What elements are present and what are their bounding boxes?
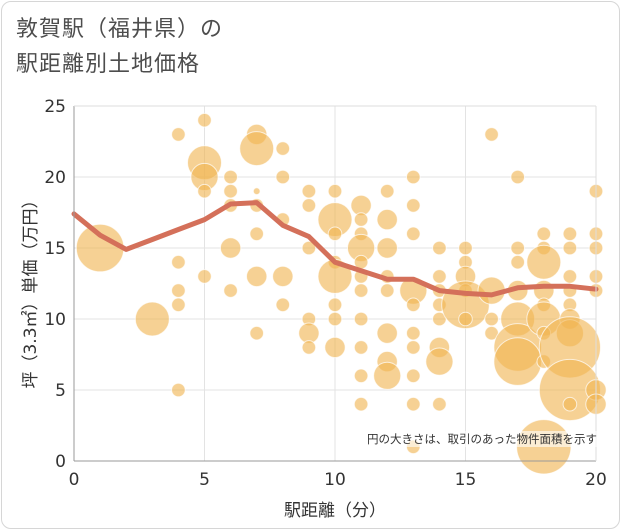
data-bubble (223, 183, 238, 199)
data-bubble (562, 226, 578, 242)
data-bubble (484, 311, 499, 327)
data-bubble (562, 269, 578, 284)
data-bubble (252, 187, 261, 196)
tick-labels: 0 5 10 15 20 0 5 10 15 20 25 (44, 97, 606, 490)
data-bubble (239, 131, 275, 167)
bubble-layer (75, 112, 607, 475)
data-bubble (197, 269, 212, 284)
data-bubble (376, 208, 398, 231)
data-bubble (373, 361, 402, 390)
data-bubble (458, 311, 473, 327)
bubble-size-note: 円の大きさは、取引のあった物件面積を示す (367, 431, 597, 447)
data-bubble (406, 325, 421, 341)
data-bubble (301, 198, 317, 213)
x-tick-label: 10 (324, 470, 346, 490)
data-bubble (432, 269, 447, 284)
data-bubble (526, 244, 562, 280)
data-bubble (353, 311, 369, 327)
data-bubble (223, 169, 238, 185)
data-bubble (171, 127, 186, 142)
axes (73, 105, 597, 462)
data-bubble (510, 254, 526, 270)
data-bubble (536, 226, 552, 242)
data-bubble (406, 297, 421, 313)
data-bubble (134, 301, 170, 337)
data-bubble (379, 183, 395, 199)
data-bubble (425, 347, 454, 376)
data-bubble (249, 226, 265, 242)
data-bubble (432, 396, 447, 412)
data-bubble (562, 396, 578, 412)
chart-title: 敦賀駅（福井県）の 駅距離別土地価格 (16, 12, 223, 82)
data-bubble (324, 336, 346, 359)
data-bubble (275, 169, 291, 185)
data-bubble (376, 237, 398, 259)
data-bubble (275, 141, 291, 156)
y-tick-label: 25 (44, 97, 66, 117)
data-bubble (171, 254, 186, 270)
data-bubble (353, 396, 369, 412)
data-bubble (327, 297, 343, 313)
data-bubble (406, 396, 421, 412)
data-bubble (353, 340, 369, 355)
y-axis-label: 坪（3.3㎡）単価（万円） (21, 191, 41, 389)
data-bubble (493, 337, 543, 386)
data-bubble (406, 226, 421, 242)
trend-layer (71, 200, 599, 298)
data-bubble (275, 297, 291, 313)
x-tick-label: 20 (585, 470, 607, 490)
data-bubble (376, 322, 398, 344)
data-bubble (327, 311, 343, 327)
data-bubble (246, 265, 268, 288)
data-bubble (562, 240, 578, 256)
data-bubble (432, 240, 447, 256)
y-tick-label: 20 (44, 168, 66, 188)
data-bubble (272, 265, 294, 288)
data-bubble (406, 368, 421, 384)
data-bubble (510, 240, 526, 256)
title-line-2: 駅距離別土地価格 (16, 52, 201, 77)
y-tick-label: 5 (55, 381, 66, 401)
data-bubble (406, 198, 421, 213)
data-bubble (171, 283, 186, 298)
data-bubble (249, 325, 265, 341)
data-bubble (327, 183, 343, 199)
y-tick-label: 15 (44, 239, 66, 259)
data-bubble (510, 169, 526, 185)
x-axis-label: 駅距離（分） (284, 501, 386, 521)
data-bubble (327, 226, 343, 242)
data-bubble (458, 240, 473, 256)
data-bubble (301, 340, 317, 355)
data-bubble (197, 183, 212, 199)
data-bubble (379, 283, 395, 298)
data-bubble (406, 340, 421, 355)
x-tick-label: 5 (199, 470, 210, 490)
data-bubble (353, 212, 369, 227)
data-bubble (219, 237, 242, 259)
x-tick-label: 15 (455, 470, 477, 490)
data-bubble (171, 297, 186, 313)
data-bubble (484, 127, 499, 142)
data-bubble (301, 240, 317, 256)
data-bubble (301, 183, 317, 199)
trend-line (71, 200, 599, 298)
y-tick-label: 0 (55, 452, 66, 472)
x-tick-label: 0 (69, 470, 80, 490)
data-bubble (171, 382, 186, 398)
data-bubble (353, 368, 369, 384)
title-line-1: 敦賀駅（福井県）の (16, 17, 224, 42)
data-bubble (75, 223, 125, 273)
data-bubble (223, 283, 238, 298)
data-bubble (406, 169, 421, 185)
data-bubble (353, 283, 369, 298)
data-bubble (197, 112, 212, 128)
y-tick-label: 10 (44, 310, 66, 330)
